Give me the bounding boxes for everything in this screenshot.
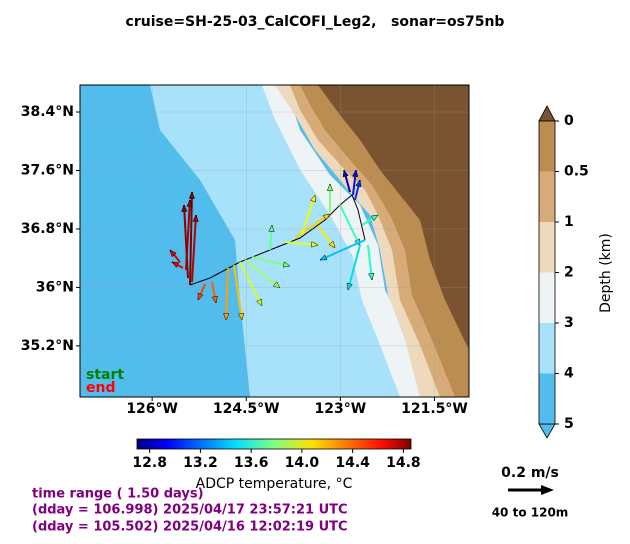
- ocean-mid: [150, 85, 400, 397]
- current-arrowhead: [237, 312, 245, 321]
- current-arrow: [239, 261, 263, 307]
- temperature-colorbar: 12.8 13.2 13.6 14.0 14.4 14.8: [132, 438, 421, 471]
- current-arrow: [185, 199, 191, 271]
- colorbar-tick-label: 14.4: [335, 455, 370, 471]
- lon-tick-label: 124.5°W: [213, 401, 280, 417]
- current-arrowhead: [326, 183, 334, 191]
- current-arrowhead: [319, 254, 328, 261]
- colorbar-tick-label: 12.8: [132, 455, 167, 471]
- colorbar-band: [539, 272, 555, 323]
- scale-speed: 0.2 m/s: [501, 465, 559, 481]
- colorbar-tick-label: 14.0: [285, 455, 320, 471]
- current-arrow: [347, 244, 361, 291]
- depth-colorbar: 0 0.5 1 2 3 4 5: [538, 105, 589, 439]
- current-arrowhead: [192, 214, 199, 222]
- current-arrowhead: [268, 224, 275, 232]
- scale-depth: 40 to 120m: [492, 506, 569, 520]
- current-arrow: [294, 213, 331, 239]
- depth-label: Depth (km): [598, 233, 614, 313]
- title: cruise=SH-25-03_CalCOFI_Leg2, sonar=os75…: [126, 14, 505, 30]
- current-arrowhead: [223, 313, 230, 321]
- current-arrowhead: [282, 261, 291, 268]
- current-arrowhead: [370, 214, 379, 222]
- lat-tick-label: 36.8°N: [21, 221, 74, 237]
- current-arrow: [225, 267, 229, 321]
- current-arrowhead: [181, 204, 188, 212]
- current-arrowhead: [322, 213, 331, 221]
- colorbar-band: [539, 121, 555, 172]
- colorbar-tick-label: 14.8: [386, 455, 421, 471]
- lon-tick-label: 126°W: [126, 401, 178, 417]
- colorbar-tick-label: 13.2: [183, 455, 218, 471]
- colorbar-tick-label: 0: [564, 113, 574, 129]
- land-top: [318, 85, 469, 350]
- colorbar-band: [539, 222, 555, 273]
- current-arrowhead: [309, 194, 316, 203]
- temperature-label: ADCP temperature, °C: [196, 476, 353, 492]
- lon-tick-label: 121.5°W: [401, 401, 468, 417]
- current-arrowhead: [197, 292, 204, 301]
- colorbar-tick-label: 0.5: [564, 164, 589, 180]
- current-arrow: [189, 191, 193, 286]
- current-arrowhead: [169, 249, 177, 258]
- current-arrow: [183, 204, 189, 279]
- current-arrow: [319, 239, 366, 261]
- colorbar-tick-label: 3: [564, 315, 574, 331]
- current-arrow: [233, 264, 243, 321]
- lat-tick-label: 36°N: [36, 279, 74, 295]
- shelf: [262, 85, 420, 397]
- colorbar-tick-label: 5: [564, 416, 574, 432]
- colorbar-extend-top: [538, 105, 556, 122]
- current-arrow: [244, 259, 281, 289]
- map: [80, 85, 469, 397]
- current-arrowhead: [211, 295, 218, 304]
- current-arrowhead: [188, 191, 195, 199]
- time-start: (dday = 105.502) 2025/04/16 12:02:19 UTC: [32, 520, 348, 535]
- current-arrowhead: [328, 240, 336, 249]
- lat-tick-label: 38.4°N: [21, 104, 74, 120]
- current-arrow: [191, 214, 197, 283]
- scale-arrowhead: [541, 485, 554, 495]
- colorbar-band: [539, 323, 555, 374]
- current-arrowhead: [186, 199, 193, 207]
- current-arrowhead: [171, 261, 180, 268]
- colorbar-extend-bottom: [538, 423, 556, 439]
- current-arrowhead: [272, 281, 281, 289]
- colorbar-gradient: [136, 438, 412, 450]
- current-arrowhead: [352, 169, 359, 178]
- colorbar-tick-label: 1: [564, 214, 574, 230]
- colorbar-band: [539, 373, 555, 424]
- current-arrow: [339, 204, 361, 247]
- lat-tick-label: 37.6°N: [21, 162, 74, 178]
- legend-entry: start: [86, 367, 124, 383]
- current-arrows: [169, 169, 379, 321]
- colorbar-tick-label: 4: [564, 366, 574, 382]
- time-range: time range ( 1.50 days): [32, 487, 204, 502]
- current-arrowhead: [368, 272, 375, 281]
- colorbar-tick-label: 13.6: [234, 455, 269, 471]
- time-end: (dday = 106.998) 2025/04/17 23:57:21 UTC: [32, 503, 348, 518]
- current-arrow: [301, 194, 316, 235]
- current-arrowhead: [311, 241, 319, 248]
- map-frame: [79, 84, 470, 398]
- colorbar-band: [539, 171, 555, 222]
- lon-tick-label: 123°W: [315, 401, 367, 417]
- current-arrowhead: [342, 169, 349, 178]
- current-arrowhead: [355, 179, 362, 188]
- current-arrowhead: [256, 298, 263, 307]
- colorbar-tick-label: 2: [564, 265, 574, 281]
- legend-entry: end: [86, 380, 115, 396]
- lat-tick-label: 35.2°N: [21, 338, 74, 354]
